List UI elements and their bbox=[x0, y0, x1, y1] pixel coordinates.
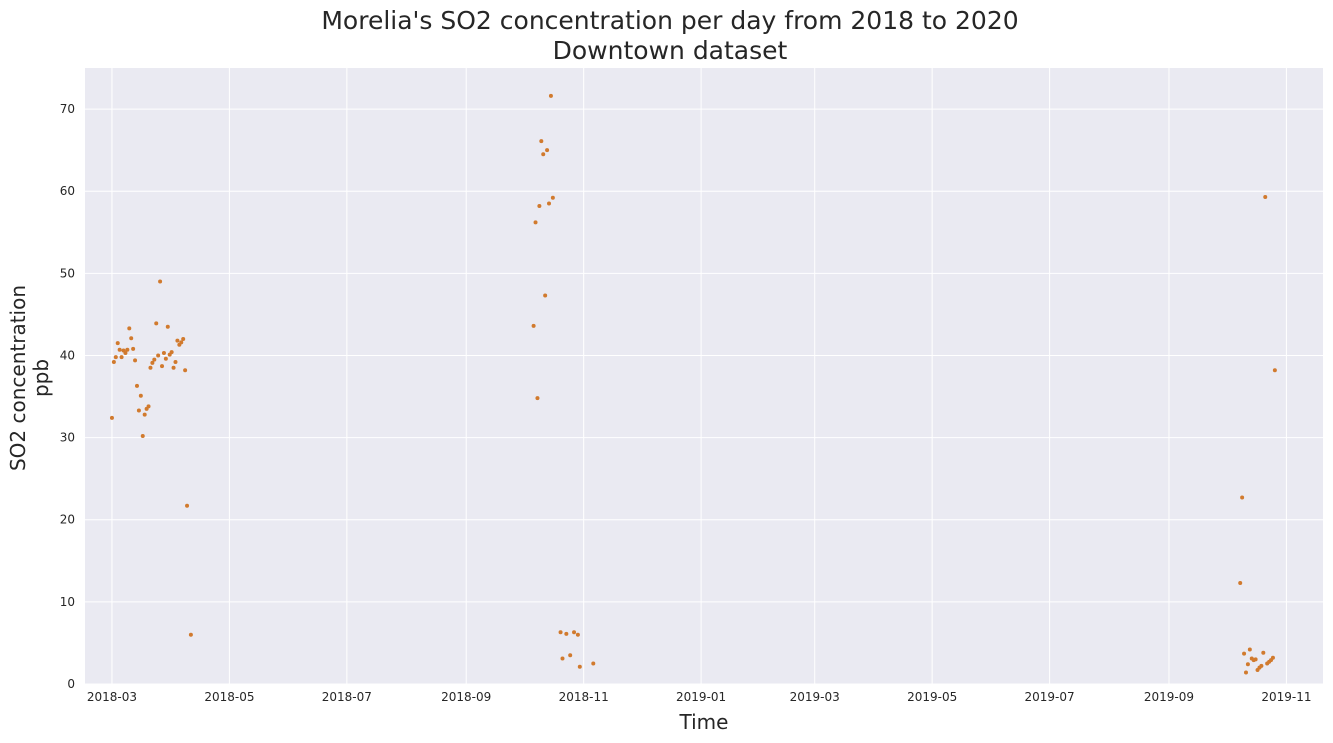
data-point bbox=[165, 324, 170, 329]
data-point bbox=[181, 337, 186, 342]
data-point bbox=[109, 415, 114, 420]
data-point bbox=[185, 503, 190, 508]
data-point bbox=[1242, 651, 1247, 656]
data-point bbox=[125, 347, 130, 352]
data-point bbox=[136, 408, 141, 413]
tick-labels: 2018-03 2018-05 2018-07 2018-09 2018-11 2019-… bbox=[60, 102, 1312, 704]
data-point bbox=[140, 433, 145, 438]
data-point bbox=[131, 346, 136, 351]
y-axis-unit-label: ppb bbox=[29, 359, 53, 397]
y-tick-label: 40 bbox=[60, 348, 75, 362]
data-point bbox=[158, 279, 163, 284]
y-tick-label: 50 bbox=[60, 266, 75, 280]
data-point bbox=[179, 340, 184, 345]
x-tick-label: 2019-01 bbox=[676, 690, 726, 704]
data-point bbox=[163, 356, 168, 361]
data-point bbox=[148, 365, 153, 370]
y-tick-label: 0 bbox=[67, 677, 75, 691]
data-point bbox=[138, 393, 143, 398]
data-point bbox=[560, 656, 565, 661]
data-point bbox=[113, 355, 118, 360]
x-tick-label: 2019-05 bbox=[907, 690, 957, 704]
data-point bbox=[545, 148, 550, 153]
data-point bbox=[127, 326, 132, 331]
x-tick-label: 2018-05 bbox=[204, 690, 254, 704]
data-point bbox=[558, 630, 563, 635]
data-point bbox=[539, 139, 544, 144]
x-tick-label: 2019-09 bbox=[1144, 690, 1194, 704]
data-point bbox=[547, 201, 552, 206]
data-point bbox=[171, 365, 176, 370]
x-axis-label: Time bbox=[679, 710, 729, 734]
data-point bbox=[169, 350, 174, 355]
data-point bbox=[1245, 662, 1250, 667]
data-point bbox=[531, 323, 536, 328]
data-point bbox=[543, 293, 548, 298]
y-axis-label: SO2 concentration bbox=[6, 285, 30, 471]
data-point bbox=[142, 412, 147, 417]
data-point bbox=[1263, 194, 1268, 199]
data-point bbox=[533, 220, 538, 225]
data-point bbox=[129, 336, 134, 341]
data-point bbox=[161, 351, 166, 356]
data-point bbox=[1259, 663, 1264, 668]
x-tick-label: 2018-11 bbox=[559, 690, 609, 704]
data-point bbox=[1243, 670, 1248, 675]
y-tick-label: 30 bbox=[60, 431, 75, 445]
data-point bbox=[134, 383, 139, 388]
data-point bbox=[156, 353, 161, 358]
data-points bbox=[109, 93, 1277, 675]
grid-lines bbox=[85, 68, 1323, 685]
data-point bbox=[175, 338, 180, 343]
y-tick-label: 10 bbox=[60, 595, 75, 609]
data-point bbox=[1238, 580, 1243, 585]
data-point bbox=[537, 203, 542, 208]
data-point bbox=[119, 355, 124, 360]
data-point bbox=[1261, 650, 1266, 655]
data-point bbox=[133, 358, 138, 363]
y-tick-label: 60 bbox=[60, 184, 75, 198]
data-point bbox=[188, 632, 193, 637]
data-point bbox=[1270, 655, 1275, 660]
data-point bbox=[550, 195, 555, 200]
data-point bbox=[1272, 368, 1277, 373]
data-point bbox=[577, 664, 582, 669]
chart-title: Morelia's SO2 concentration per day from… bbox=[321, 6, 1018, 35]
data-point bbox=[152, 357, 157, 362]
x-tick-label: 2019-07 bbox=[1025, 690, 1075, 704]
data-point bbox=[123, 351, 128, 356]
x-tick-label: 2018-07 bbox=[322, 690, 372, 704]
data-point bbox=[564, 631, 569, 636]
data-point bbox=[183, 368, 188, 373]
data-point bbox=[1253, 657, 1258, 662]
data-point bbox=[111, 360, 116, 365]
data-point bbox=[548, 93, 553, 98]
y-tick-label: 70 bbox=[60, 102, 75, 116]
x-tick-label: 2019-03 bbox=[790, 690, 840, 704]
x-tick-label: 2018-09 bbox=[441, 690, 491, 704]
data-point bbox=[1240, 495, 1245, 500]
data-point bbox=[154, 321, 159, 326]
data-point bbox=[150, 360, 155, 365]
data-point bbox=[146, 404, 151, 409]
data-point bbox=[535, 396, 540, 401]
data-point bbox=[117, 347, 122, 352]
data-point bbox=[568, 653, 573, 658]
data-point bbox=[541, 152, 546, 157]
y-tick-label: 20 bbox=[60, 513, 75, 527]
data-point bbox=[572, 630, 577, 635]
data-point bbox=[1247, 647, 1252, 652]
chart-subtitle: Downtown dataset bbox=[553, 36, 788, 65]
x-tick-label: 2018-03 bbox=[87, 690, 137, 704]
data-point bbox=[575, 632, 580, 637]
data-point bbox=[173, 360, 178, 365]
data-point bbox=[591, 661, 596, 666]
data-point bbox=[160, 364, 165, 369]
x-tick-label: 2019-11 bbox=[1261, 690, 1311, 704]
data-point bbox=[115, 341, 120, 346]
plot-area bbox=[85, 68, 1323, 684]
